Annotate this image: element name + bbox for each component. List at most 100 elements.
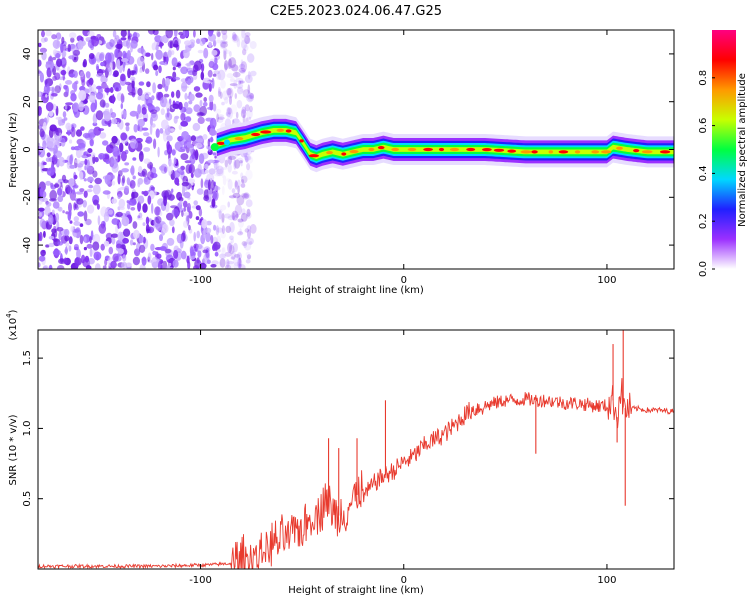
noise-speck (234, 179, 238, 188)
noise-speck (167, 40, 175, 49)
noise-speck (94, 99, 98, 110)
noise-speck (45, 244, 50, 248)
noise-speck (218, 89, 221, 97)
noise-speck (110, 233, 119, 238)
noise-speck (236, 195, 245, 206)
noise-speck (73, 56, 77, 61)
noise-speck (244, 154, 251, 161)
noise-speck (117, 121, 120, 128)
colorbar-tick-label: 0.8 (698, 70, 709, 86)
noise-speck (184, 101, 189, 109)
noise-speck (236, 99, 243, 109)
noise-speck (77, 40, 84, 50)
noise-speck (176, 233, 184, 244)
noise-speck (241, 208, 246, 216)
noise-speck (84, 158, 88, 166)
noise-speck (232, 192, 241, 199)
ridge-hotspot (548, 150, 553, 154)
noise-speck (178, 196, 184, 202)
noise-speck (115, 225, 119, 234)
noise-speck (239, 80, 245, 84)
noise-speck (211, 49, 218, 56)
noise-speck (180, 78, 187, 83)
noise-speck (213, 173, 221, 177)
noise-speck (249, 93, 254, 100)
spectrogram-panel: -100 0 100 -40 -20 0 20 40 Height of straight … (8, 29, 675, 296)
noise-speck (158, 260, 163, 269)
noise-speck (202, 134, 208, 140)
noise-speck (237, 263, 242, 269)
noise-speck (245, 199, 253, 208)
noise-speck (229, 244, 235, 255)
noise-speck (44, 206, 51, 216)
noise-speck (153, 64, 159, 71)
noise-speck (132, 256, 140, 266)
noise-speck (239, 228, 242, 235)
noise-speck (65, 184, 71, 194)
noise-speck (129, 239, 134, 246)
noise-speck (155, 222, 163, 231)
noise-speck (244, 241, 252, 251)
noise-speck (226, 88, 232, 96)
noise-speck (245, 251, 251, 257)
noise-speck (171, 188, 174, 193)
noise-speck (137, 177, 144, 185)
noise-speck (120, 151, 127, 162)
noise-speck (183, 191, 191, 199)
noise-speck (161, 99, 164, 104)
noise-speck (111, 198, 118, 204)
noise-speck (216, 117, 224, 123)
noise-speck (96, 65, 100, 72)
noise-speck (227, 58, 232, 69)
noise-speck (185, 63, 192, 67)
noise-speck (244, 152, 250, 163)
noise-speck (178, 124, 182, 130)
noise-speck (193, 104, 201, 113)
noise-speck (219, 253, 226, 259)
y-tick-label: 40 (22, 48, 33, 61)
noise-speck (227, 87, 234, 99)
noise-speck (103, 111, 111, 122)
noise-speck (217, 36, 221, 44)
noise-speck (87, 176, 94, 183)
noise-speck (133, 31, 138, 38)
ridge-hotspot (633, 149, 640, 153)
noise-speck (193, 60, 202, 71)
noise-speck (169, 219, 175, 227)
noise-speck (150, 243, 155, 252)
noise-speck (233, 255, 241, 267)
noise-speck (239, 160, 243, 164)
noise-speck (216, 30, 221, 38)
noise-speck (98, 223, 107, 234)
noise-speck (240, 183, 246, 188)
y-tick-label: 0.5 (22, 491, 33, 507)
noise-speck (100, 243, 105, 251)
noise-speck (109, 39, 115, 47)
noise-speck (108, 209, 113, 215)
noise-speck (113, 70, 119, 77)
noise-speck (217, 31, 221, 38)
noise-speck (103, 211, 110, 223)
noise-speck (57, 241, 64, 246)
noise-speck (208, 41, 213, 48)
noise-speck (244, 32, 251, 37)
noise-speck (91, 36, 99, 47)
x-tick-label: 0 (401, 275, 407, 286)
noise-speck (221, 30, 228, 35)
noise-speck (212, 39, 217, 47)
ridge-hotspot (601, 150, 612, 154)
noise-speck (213, 70, 220, 75)
noise-speck (220, 217, 225, 224)
noise-speck (212, 103, 217, 112)
noise-speck (68, 178, 75, 187)
noise-speck (227, 260, 234, 269)
noise-speck (114, 48, 119, 59)
noise-speck (68, 202, 72, 213)
ridge-hotspot (507, 149, 517, 153)
noise-speck (227, 112, 231, 117)
noise-speck (130, 76, 136, 82)
noise-speck (48, 214, 54, 226)
noise-speck (38, 59, 42, 67)
noise-speck (95, 110, 104, 121)
noise-speck (85, 166, 93, 170)
